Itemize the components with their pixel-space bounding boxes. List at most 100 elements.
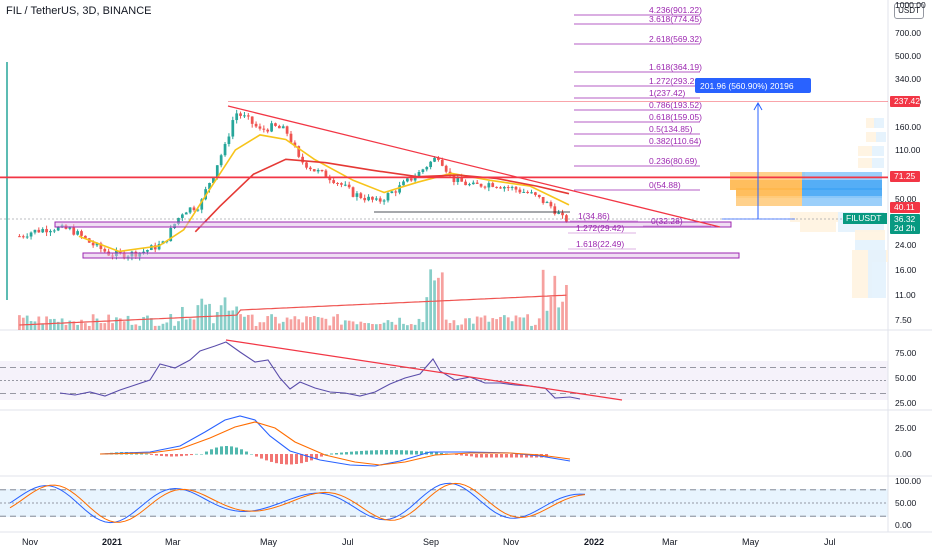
candle-body [541, 196, 545, 203]
volume-bar [142, 317, 145, 330]
volume-profile-bar [866, 132, 880, 142]
price-tick-label: 110.00 [895, 145, 921, 155]
candle-body [29, 232, 33, 237]
fib-level-label: 0.618(159.05) [649, 112, 702, 122]
macd-histogram-bar [365, 450, 368, 455]
volume-bar [386, 320, 390, 330]
volume-profile-bar [855, 240, 885, 250]
volume-bar [502, 315, 506, 330]
macd-histogram-bar [430, 452, 433, 455]
volume-bar [417, 318, 421, 330]
macd-line [99, 415, 571, 467]
candle-body [297, 146, 301, 157]
volume-bar [468, 318, 471, 330]
macd-histogram-bar [285, 454, 288, 465]
volume-bar [409, 324, 413, 330]
volume-bar [506, 317, 510, 330]
candle-body [518, 189, 522, 193]
volume-bar [188, 318, 192, 330]
volume-bar [514, 315, 518, 330]
volume-bar [212, 323, 215, 330]
time-axis-label: Jul [342, 537, 354, 547]
volume-profile-bar [730, 172, 805, 180]
volume-bar [301, 322, 304, 330]
candle-body [394, 191, 398, 193]
macd-histogram-bar [360, 450, 363, 455]
volume-bar [332, 316, 336, 330]
macd-histogram-bar [500, 454, 503, 458]
macd-histogram-bar [205, 451, 208, 455]
currency-button[interactable]: USDT [894, 3, 924, 19]
candle-body [332, 180, 336, 184]
volume-profile-bar [802, 180, 882, 190]
volume-bar [452, 320, 456, 330]
volume-bar [534, 324, 537, 330]
support-zone [82, 252, 740, 259]
volume-bar [219, 305, 223, 330]
volume-profile-bar [868, 250, 886, 262]
volume-bar [565, 284, 568, 330]
volume-bar [243, 316, 246, 330]
macd-histogram-bar [390, 450, 393, 455]
candle-body [561, 212, 564, 216]
price-badge-label: 40.11 [894, 202, 915, 212]
volume-bar [165, 322, 169, 330]
price-tick-label: 160.00 [895, 122, 921, 132]
volume-bar [246, 314, 250, 330]
candle-body [409, 178, 413, 181]
volume-profile-bar [800, 222, 836, 232]
volume-bar [491, 318, 495, 330]
volume-bar [398, 317, 401, 330]
candle-body [289, 133, 293, 143]
volume-bar [277, 323, 281, 330]
time-axis-label: May [260, 537, 278, 547]
volume-bar [297, 319, 301, 330]
fib-level-label: 0.5(134.85) [649, 124, 693, 134]
slow-ma-line [194, 158, 570, 233]
volume-bar [347, 320, 351, 330]
time-axis-label: Nov [503, 537, 520, 547]
macd-histogram-bar [530, 454, 533, 458]
volume-bar [126, 315, 130, 330]
volume-bar [157, 325, 161, 330]
macd-histogram-bar [355, 451, 358, 455]
candle-body [80, 231, 83, 236]
volume-profile-bar [736, 188, 802, 198]
price-tick-label: 1000.00 [895, 0, 926, 10]
volume-bar [33, 321, 37, 330]
volume-bar [250, 314, 254, 330]
volume-bar [262, 322, 266, 330]
fib-level-label: 0(32.28) [651, 216, 683, 226]
volume-bar [25, 315, 29, 330]
volume-profile-bar [872, 158, 884, 168]
volume-profile-bar [872, 146, 884, 156]
price-tick-label: 11.00 [895, 290, 916, 300]
candle-body [41, 229, 45, 233]
candle-body [18, 236, 21, 238]
rsi-tick-label: 50.00 [895, 373, 917, 383]
candle-body [382, 200, 386, 202]
macd-histogram-bar [240, 449, 243, 455]
volume-bar [215, 311, 219, 330]
candle-body [429, 161, 433, 168]
macd-histogram-bar [370, 450, 373, 455]
candle-body [49, 230, 52, 233]
descending-trendline [227, 105, 721, 228]
volume-bar [312, 315, 316, 330]
fib-level-label: 0.236(80.69) [649, 156, 697, 166]
volume-bar [371, 324, 374, 330]
volume-bar [340, 324, 343, 330]
price-badge-label: 36.32 [894, 214, 916, 224]
macd-histogram-bar [440, 452, 443, 455]
candle-body [464, 181, 467, 186]
volume-bar [68, 320, 72, 330]
volume-bar [192, 319, 196, 330]
volume-bar [95, 318, 99, 330]
fib-level-label: 4.236(901.22) [649, 5, 702, 15]
candle-body [340, 183, 343, 185]
candle-body [351, 187, 355, 197]
volume-bar [406, 325, 409, 330]
macd-histogram-bar [420, 451, 423, 455]
volume-bar [460, 324, 464, 330]
